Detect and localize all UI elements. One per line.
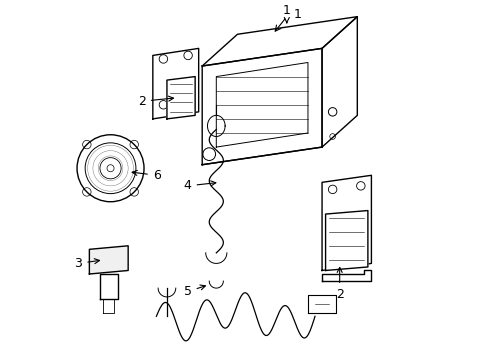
Polygon shape: [325, 211, 367, 270]
Circle shape: [112, 253, 122, 264]
Text: 4: 4: [183, 179, 215, 192]
Polygon shape: [166, 77, 195, 119]
Text: 1: 1: [282, 4, 290, 23]
Text: 2: 2: [138, 95, 173, 108]
Text: 1: 1: [293, 8, 301, 21]
Text: 3: 3: [74, 257, 99, 270]
Text: 6: 6: [132, 169, 161, 182]
Circle shape: [98, 253, 108, 264]
Polygon shape: [89, 246, 128, 274]
Text: 5: 5: [183, 285, 205, 298]
Text: 2: 2: [335, 267, 343, 301]
